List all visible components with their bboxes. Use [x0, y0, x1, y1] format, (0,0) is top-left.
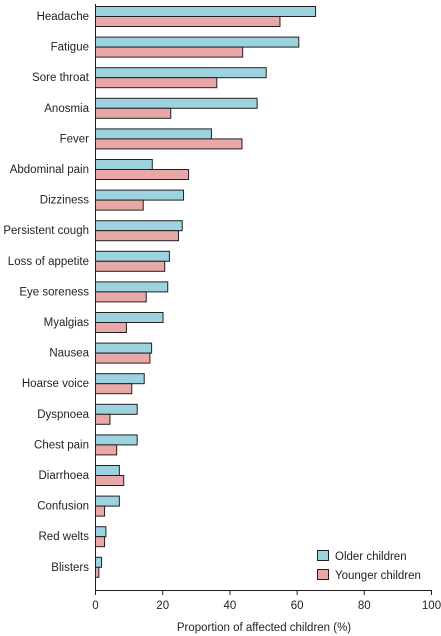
category-label-headache: Headache: [37, 11, 89, 23]
category-label-anosmia: Anosmia: [44, 103, 89, 115]
legend-label-older: Older children: [335, 551, 407, 563]
legend-label-younger: Younger children: [335, 570, 421, 582]
category-label-hoarse-voice: Hoarse voice: [22, 378, 89, 390]
bar-headache-younger: [95, 16, 281, 27]
x-tick-label-80: 80: [358, 600, 371, 612]
legend-swatch-older: [317, 550, 329, 561]
bar-anosmia-younger: [95, 107, 172, 119]
bar-nausea-younger: [95, 352, 151, 364]
category-label-diarrhoea: Diarrhoea: [39, 470, 90, 482]
x-axis-ticks: 0 20 40 60 80 100: [92, 590, 441, 612]
bar-persistent-cough-older: [95, 220, 183, 232]
bar-fever-younger: [95, 138, 243, 150]
bar-red-welts-younger: [95, 536, 106, 548]
category-label-loss-of-appetite: Loss of appetite: [8, 256, 89, 268]
category-label-abdominal-pain: Abdominal pain: [10, 164, 89, 176]
bar-persistent-cough-younger: [95, 230, 179, 242]
bar-fatigue-older: [95, 36, 300, 48]
bar-dyspnoea-older: [95, 403, 138, 415]
bar-fatigue-younger: [95, 46, 244, 58]
bar-red-welts-older: [95, 526, 107, 538]
x-tick-label-100: 100: [422, 600, 441, 612]
bar-confusion-older: [95, 495, 120, 507]
bar-headache-older: [95, 6, 317, 17]
x-tick-label-60: 60: [291, 600, 304, 612]
bar-confusion-younger: [95, 505, 106, 517]
x-axis-title: Proportion of affected children (%): [177, 622, 351, 634]
bar-sore-throat-younger: [95, 77, 218, 89]
bar-abdominal-pain-older: [95, 159, 153, 170]
category-label-confusion: Confusion: [37, 501, 89, 513]
bar-eye-soreness-older: [95, 281, 169, 293]
bar-eye-soreness-younger: [95, 291, 147, 303]
bar-diarrhoea-younger: [95, 475, 125, 486]
category-label-myalgias: Myalgias: [44, 317, 90, 329]
bar-diarrhoea-older: [95, 465, 120, 476]
category-label-nausea: Nausea: [49, 348, 89, 360]
bar-loss-of-appetite-younger: [95, 260, 166, 272]
bar-blisters-older: [95, 556, 103, 568]
category-label-blisters: Blisters: [51, 562, 89, 574]
legend: Older children Younger children: [317, 550, 421, 582]
x-tick-label-20: 20: [156, 600, 169, 612]
bar-myalgias-younger: [95, 322, 127, 333]
bar-chest-pain-younger: [95, 444, 118, 456]
bar-blisters-younger: [95, 566, 100, 578]
bar-dizziness-younger: [95, 199, 144, 211]
category-label-sore-throat: Sore throat: [32, 72, 90, 84]
bar-anosmia-older: [95, 97, 258, 109]
x-tick-label-0: 0: [92, 600, 98, 612]
bar-abdominal-pain-younger: [95, 169, 190, 180]
bar-dizziness-older: [95, 189, 185, 201]
bar-fever-older: [95, 128, 212, 140]
x-tick-label-40: 40: [224, 600, 237, 612]
category-label-dyspnoea: Dyspnoea: [37, 409, 89, 421]
category-label-fatigue: Fatigue: [51, 42, 89, 54]
bar-nausea-older: [95, 342, 153, 354]
legend-swatch-younger: [317, 569, 329, 580]
category-label-eye-soreness: Eye soreness: [19, 286, 89, 298]
bar-chest-pain-older: [95, 434, 138, 446]
bar-dyspnoea-younger: [95, 413, 111, 425]
bar-myalgias-older: [95, 312, 164, 323]
category-label-chest-pain: Chest pain: [34, 439, 89, 451]
bar-loss-of-appetite-older: [95, 250, 170, 262]
category-label-red-welts: Red welts: [39, 531, 90, 543]
category-labels: Headache Fatigue Sore throat Anosmia Fever Ab…: [3, 11, 89, 574]
category-label-dizziness: Dizziness: [40, 195, 89, 207]
bars-layer: [95, 6, 317, 578]
category-label-fever: Fever: [60, 133, 90, 145]
category-label-persistent-cough: Persistent cough: [3, 225, 89, 237]
bar-sore-throat-older: [95, 67, 267, 79]
bar-hoarse-voice-younger: [95, 383, 133, 395]
bar-hoarse-voice-older: [95, 373, 145, 385]
